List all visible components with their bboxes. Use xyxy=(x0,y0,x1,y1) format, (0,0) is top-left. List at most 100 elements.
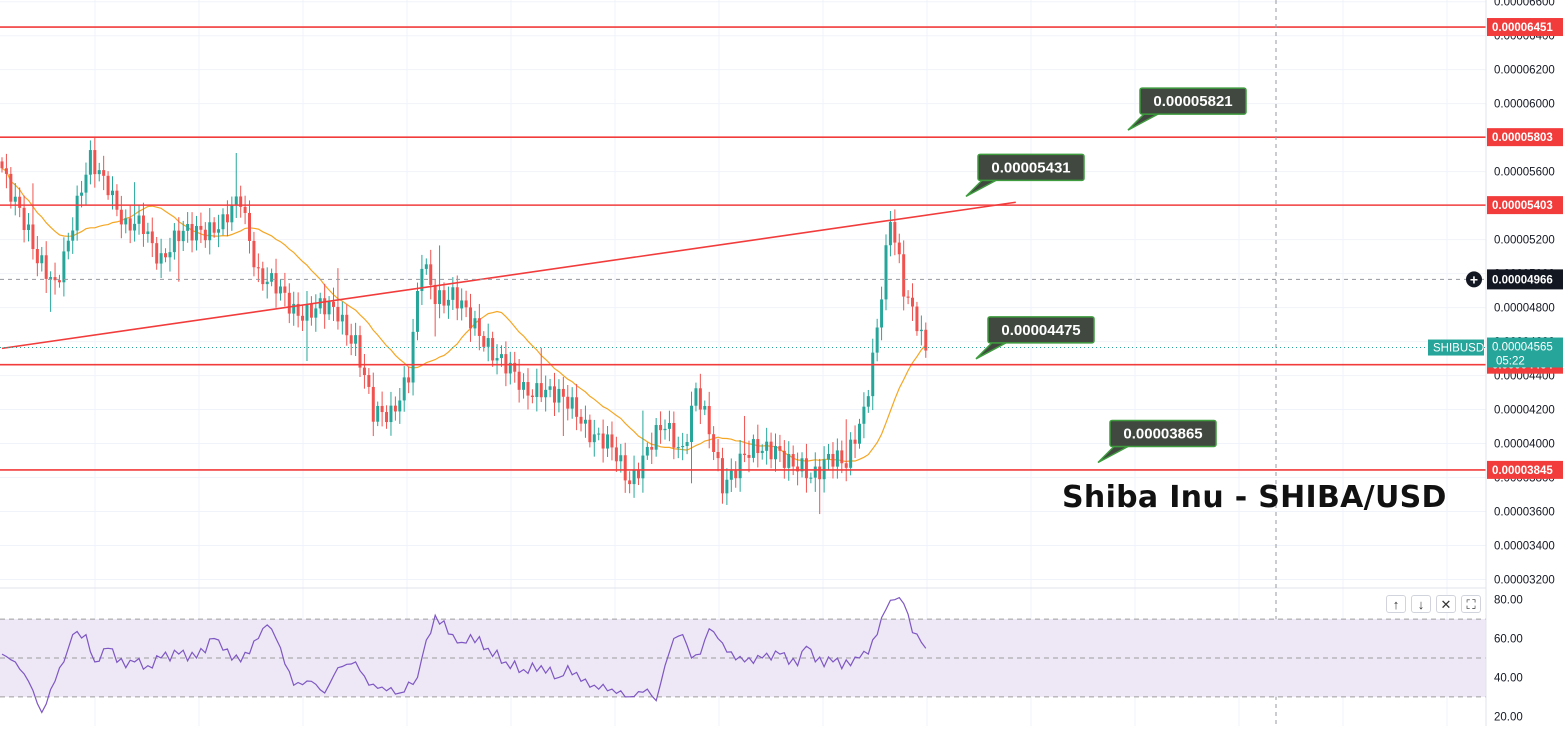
candle-body xyxy=(93,150,97,175)
callout-label: 0.00004475 xyxy=(1001,322,1080,339)
candle-body xyxy=(159,253,163,264)
candle-body xyxy=(274,273,278,294)
price-axis-tick-label: 0.00006000 xyxy=(1494,99,1555,111)
candle-body xyxy=(84,174,88,193)
candle-body xyxy=(866,396,870,407)
candle-body xyxy=(871,352,875,397)
candle-body xyxy=(407,377,411,383)
candle-body xyxy=(150,231,154,244)
candle-body xyxy=(539,383,543,398)
candle-body xyxy=(230,205,234,223)
price-callout: 0.00004475 xyxy=(975,316,1095,360)
candle-body xyxy=(676,447,680,449)
price-callout: 0.00005821 xyxy=(1127,87,1247,131)
candle-body xyxy=(632,469,636,485)
candle-body xyxy=(473,318,477,329)
price-axis-tick-label: 0.00003200 xyxy=(1494,575,1555,587)
candle-body xyxy=(880,299,884,328)
chart-title: Shiba Inu - SHIBA/USD xyxy=(1062,480,1447,515)
candle-body xyxy=(667,422,671,429)
candle-body xyxy=(155,243,159,264)
crosshair-price-tag xyxy=(1487,269,1563,290)
candle-body xyxy=(469,307,473,329)
candle-body xyxy=(102,170,106,176)
candle-body xyxy=(13,196,17,202)
candle-body xyxy=(787,454,791,468)
candles xyxy=(0,136,928,515)
candle-body xyxy=(9,173,13,202)
candle-body xyxy=(323,298,327,315)
candle-body xyxy=(919,329,923,332)
candle-body xyxy=(4,168,8,174)
candle-body xyxy=(190,223,194,241)
candle-body xyxy=(420,268,424,292)
candle-body xyxy=(234,196,238,206)
candle-body xyxy=(888,222,892,246)
price-axis-tick-label: 0.00004000 xyxy=(1494,439,1555,451)
rsi-move-up-button[interactable]: ↑ xyxy=(1386,595,1406,613)
candle-body xyxy=(177,230,181,242)
candle-body xyxy=(606,434,610,449)
callout-pointer xyxy=(1097,445,1129,464)
rsi-axis-tick-label: 80.00 xyxy=(1494,595,1523,607)
candle-body xyxy=(455,287,459,309)
candle-body xyxy=(813,466,817,478)
last-price-tag-label: 0.00004565 xyxy=(1492,342,1553,354)
candle-body xyxy=(270,273,274,282)
callout-label: 0.00003865 xyxy=(1123,425,1202,442)
candle-body xyxy=(124,218,128,225)
candle-body xyxy=(278,286,282,294)
candle-body xyxy=(49,277,53,279)
candle-body xyxy=(345,314,349,336)
rsi-close-button[interactable]: ✕ xyxy=(1436,595,1456,613)
candle-body xyxy=(194,225,198,241)
candle-body xyxy=(336,306,340,322)
candle-body xyxy=(367,375,371,387)
candle-body xyxy=(751,439,755,458)
candle-body xyxy=(385,412,389,423)
candle-body xyxy=(22,207,26,231)
candle-body xyxy=(712,434,716,452)
candle-body xyxy=(225,214,229,223)
candle-body xyxy=(857,423,861,444)
candle-body xyxy=(566,396,570,409)
candle-body xyxy=(35,249,39,264)
price-callout: 0.00003865 xyxy=(1097,419,1217,464)
candle-body xyxy=(482,335,486,347)
candle-body xyxy=(115,190,119,210)
candle-body xyxy=(884,245,888,300)
candle-body xyxy=(327,301,331,315)
grid-lines xyxy=(0,0,1486,726)
level-price-tag xyxy=(1487,196,1563,215)
candle-body xyxy=(27,224,31,231)
rsi-axis-tick-label: 60.00 xyxy=(1494,634,1523,646)
candle-body xyxy=(720,458,724,494)
rsi-axis-tick-label: 20.00 xyxy=(1494,711,1523,723)
candle-body xyxy=(451,287,455,300)
candle-body xyxy=(31,224,35,250)
candle-body xyxy=(18,196,22,208)
candle-body xyxy=(844,463,848,468)
price-axis-tick-label: 0.00006600 xyxy=(1494,0,1555,9)
callout-label: 0.00005431 xyxy=(991,159,1070,176)
candle-body xyxy=(354,335,358,344)
candle-body xyxy=(398,400,402,412)
rsi-move-down-button[interactable]: ↓ xyxy=(1411,595,1431,613)
candle-body xyxy=(442,290,446,306)
candle-body xyxy=(535,383,539,398)
callout-pointer xyxy=(965,179,997,198)
candle-body xyxy=(252,240,256,268)
candle-body xyxy=(424,264,428,269)
price-axis-tick-label: 0.00006200 xyxy=(1494,65,1555,77)
level-price-tag-label: 0.00006451 xyxy=(1492,22,1553,34)
trendline xyxy=(1,201,1016,350)
candle-body xyxy=(522,382,526,390)
candle-body xyxy=(911,297,915,307)
candle-body xyxy=(389,405,393,423)
rsi-maximize-button[interactable]: ⛶ xyxy=(1461,595,1481,613)
candle-body xyxy=(265,281,269,285)
candle-body xyxy=(446,299,450,306)
candle-body xyxy=(358,335,362,368)
